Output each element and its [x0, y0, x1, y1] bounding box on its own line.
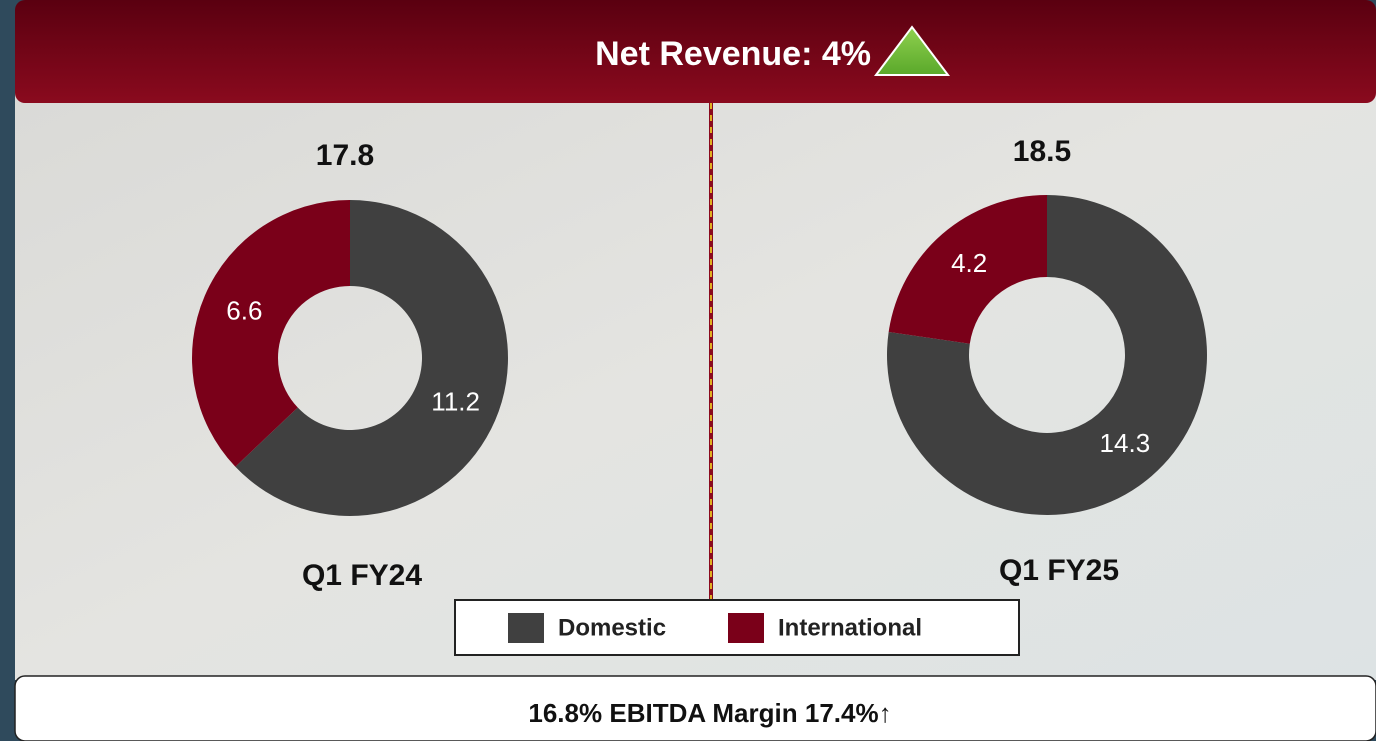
legend-label: Domestic: [558, 614, 666, 641]
data-label: 4.2: [951, 248, 987, 278]
footer-after: 17.4%: [805, 698, 879, 728]
chart-total: 17.8: [316, 139, 374, 172]
header-title: Net Revenue: 4%: [595, 35, 871, 73]
footer-metric: EBITDA Margin: [609, 698, 797, 728]
header-bar: [15, 0, 1376, 103]
footer-before: 16.8%: [528, 698, 602, 728]
legend-label: International: [778, 614, 922, 641]
donut-slice: [191, 200, 350, 467]
footer-text: 16.8% EBITDA Margin 17.4%↑: [528, 698, 891, 728]
footer-box: [14, 675, 1376, 741]
donut-slice: [888, 195, 1047, 344]
donut-slice: [887, 195, 1208, 515]
chart-label: Q1 FY24: [302, 559, 422, 592]
legend-swatch: [728, 613, 764, 643]
data-label: 14.3: [1100, 428, 1151, 458]
chart-label: Q1 FY25: [999, 554, 1119, 587]
chart-total: 18.5: [1013, 135, 1071, 168]
footer-arrow: ↑: [879, 698, 892, 728]
data-label: 11.2: [431, 386, 480, 416]
legend-swatch: [508, 613, 544, 643]
data-label: 6.6: [226, 295, 262, 325]
donut-slice: [235, 200, 508, 516]
up-triangle: [874, 25, 950, 76]
